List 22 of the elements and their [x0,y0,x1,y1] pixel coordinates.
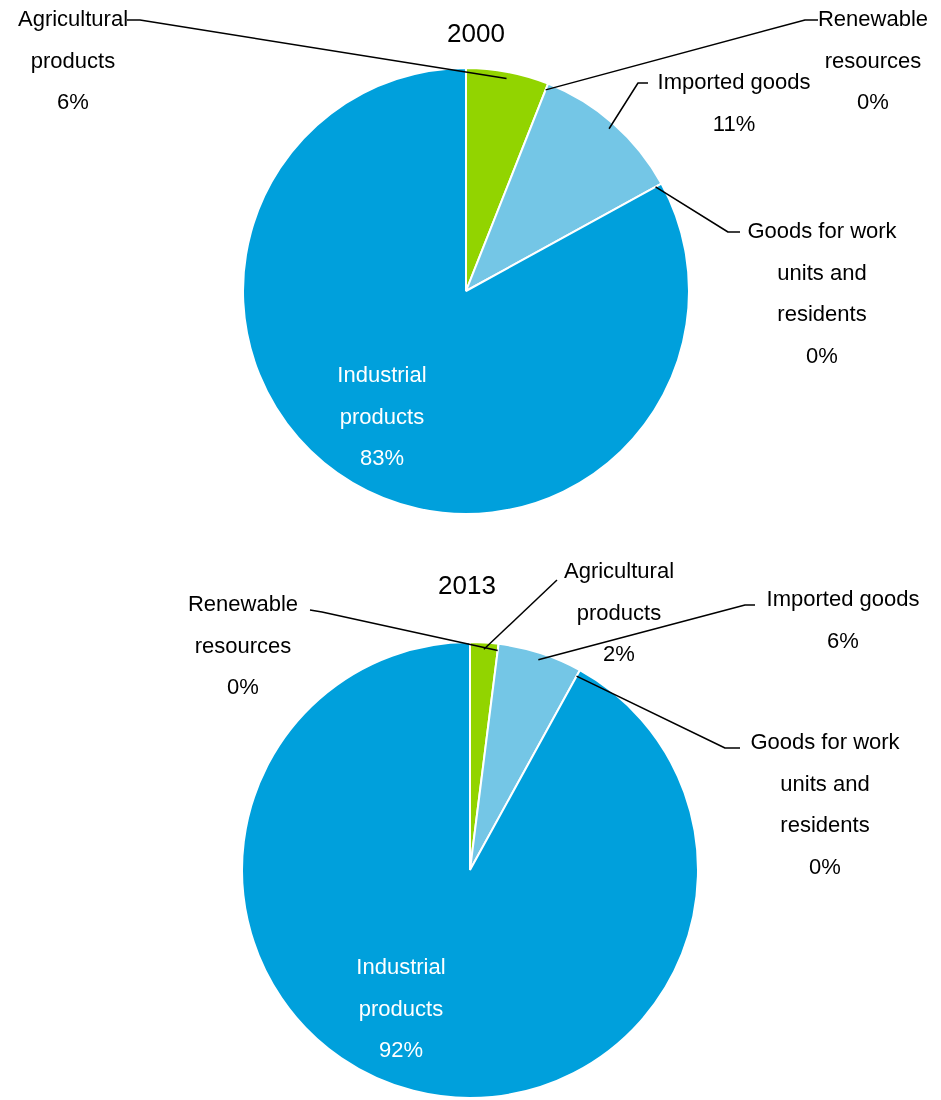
text: 0% [227,674,259,700]
slice-label: Imported goods [766,586,920,612]
category-label: Renewable resources [187,591,299,658]
category-label: Renewable resources [817,6,929,73]
slice-label: Agricultural products [563,558,675,625]
data-label: 2% [603,641,635,667]
data-label: 6% [57,89,89,115]
slice-label: Agricultural products [17,6,129,73]
category-label: Goods for work units and residents [750,729,900,838]
chart-title: 2000 [447,18,505,49]
data-label: 83% [359,445,405,471]
slice-label: Industrial products [337,362,427,429]
text: 0% [857,89,889,115]
data-label: 6% [827,627,859,653]
data-label: 11% [712,110,756,136]
text: 0% [809,853,841,879]
data-label: 92% [378,1037,424,1063]
category-label: Goods for work units and residents [747,218,897,327]
slice-label: Imported goods [657,69,811,95]
text: 0% [806,342,838,368]
chart-title: 2013 [438,570,496,601]
slice-label: Industrial products [356,954,446,1021]
